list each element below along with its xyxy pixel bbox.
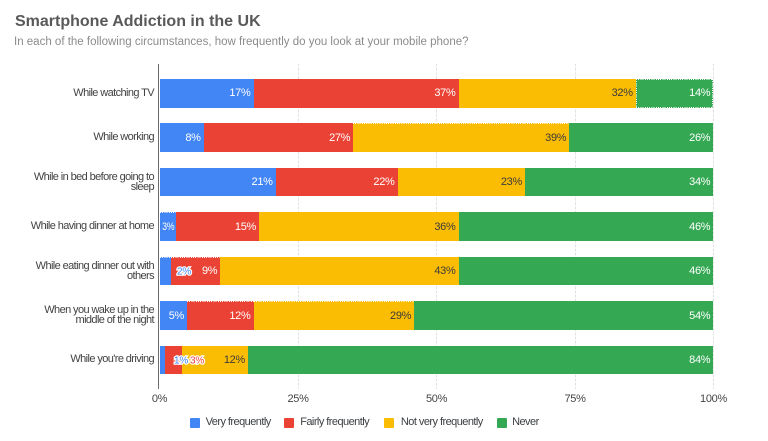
svg-text:1%: 1% [174, 355, 188, 366]
svg-text:3%: 3% [190, 355, 204, 366]
svg-text:2%: 2% [177, 267, 191, 278]
